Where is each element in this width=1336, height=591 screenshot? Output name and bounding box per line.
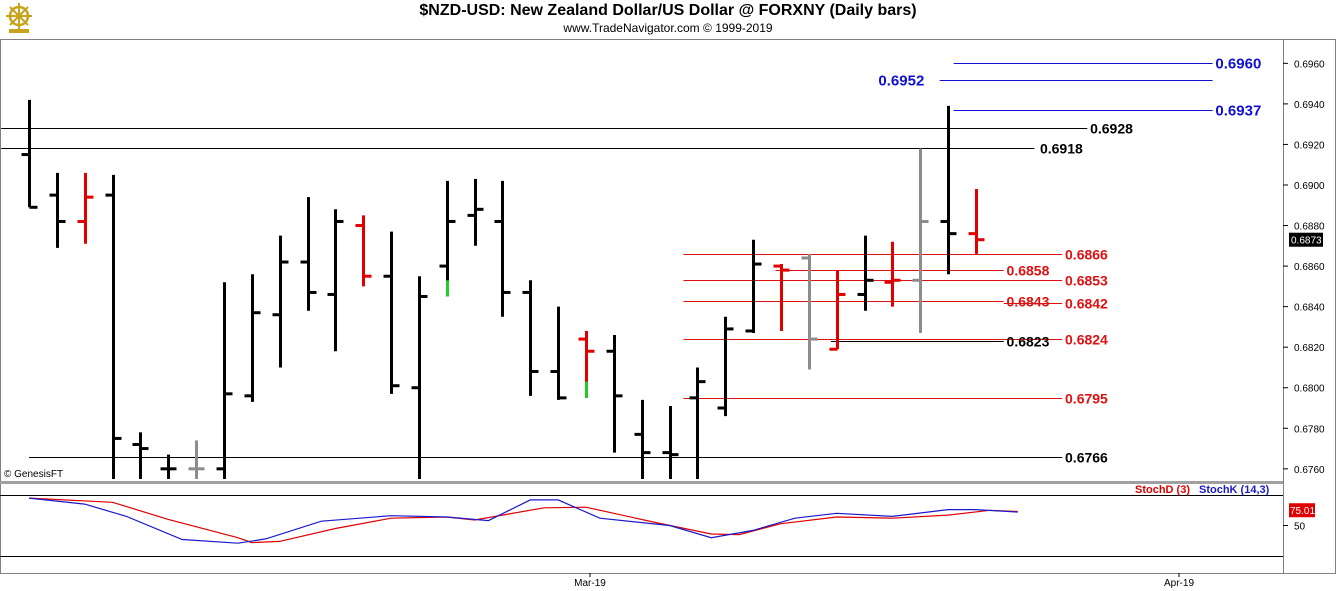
- ohlc-bar: [773, 264, 790, 331]
- chart-title: $NZD-USD: New Zealand Dollar/US Dollar @…: [419, 2, 917, 19]
- level-label: 0.6952: [878, 73, 924, 90]
- stoch-tick-label: 50: [1294, 522, 1306, 533]
- ohlc-bar: [300, 197, 317, 311]
- level-label: 0.6842: [1065, 296, 1108, 312]
- ohlc-bar: [829, 270, 846, 351]
- stoch-k-legend: StochK (14,3): [1199, 484, 1270, 496]
- last-price-label: 0.6873: [1291, 236, 1322, 247]
- ohlc-bar: [244, 274, 261, 402]
- ohlc-bar: [105, 174, 122, 479]
- ohlc-bar: [689, 367, 706, 479]
- stoch-last-label: 75.01: [1290, 506, 1315, 517]
- price-tick-label: 0.6800: [1294, 384, 1325, 395]
- last-price-box: [1289, 232, 1323, 247]
- ohlc-bar: [467, 178, 484, 246]
- level-label: 0.6853: [1065, 273, 1108, 289]
- ohlc-bar: [49, 172, 66, 248]
- level-label: 0.6937: [1215, 103, 1261, 120]
- level-label: 0.6843: [1007, 294, 1050, 310]
- ohlc-bar: [77, 172, 94, 244]
- price-tick-label: 0.6940: [1294, 100, 1325, 111]
- stoch-k-line: [28, 497, 1018, 544]
- ohlc-bar: [411, 276, 428, 479]
- price-tick-label: 0.6900: [1294, 181, 1325, 192]
- ohlc-bar: [327, 209, 344, 352]
- ohlc-bar: [801, 253, 818, 370]
- level-label: 0.6866: [1065, 247, 1108, 263]
- ohlc-bar: [132, 432, 149, 479]
- price-tick-label: 0.6960: [1294, 59, 1325, 70]
- ohlc-bar: [745, 239, 762, 333]
- price-tick-label: 0.6820: [1294, 343, 1325, 354]
- ohlc-bar: [717, 316, 734, 417]
- level-label: 0.6823: [1007, 334, 1050, 350]
- ohlc-bar: [160, 454, 177, 479]
- stoch-d-legend: StochD (3): [1135, 484, 1190, 496]
- price-tick-label: 0.6780: [1294, 424, 1325, 435]
- ohlc-bar: [355, 215, 372, 287]
- ship-wheel-logo-icon: [6, 3, 32, 33]
- price-tick-label: 0.6860: [1294, 262, 1325, 273]
- ohlc-bar: [21, 99, 38, 209]
- level-label: 0.6858: [1007, 263, 1050, 279]
- ohlc-bar: [383, 231, 400, 394]
- price-tick-label: 0.6880: [1294, 222, 1325, 233]
- ohlc-bar: [884, 241, 901, 307]
- level-label: 0.6824: [1065, 332, 1108, 348]
- time-tick-label: Mar-19: [574, 578, 606, 589]
- stoch-last-box: [1289, 503, 1315, 518]
- ohlc-bar: [494, 180, 511, 317]
- ohlc-bar: [940, 105, 957, 275]
- level-label: 0.6928: [1090, 121, 1133, 137]
- ohlc-bar: [216, 282, 233, 479]
- ohlc-bar: [522, 280, 539, 396]
- level-label: 0.6766: [1065, 450, 1108, 466]
- ohlc-bar: [912, 148, 929, 333]
- level-label: 0.6918: [1040, 141, 1083, 157]
- ohlc-bar: [606, 335, 623, 453]
- level-label: 0.6960: [1215, 56, 1261, 73]
- price-tick-label: 0.6840: [1294, 303, 1325, 314]
- time-tick-label: Apr-19: [1164, 578, 1194, 589]
- ohlc-bar: [662, 405, 679, 479]
- ohlc-bar: [272, 235, 289, 368]
- watermark: © GenesisFT: [4, 469, 63, 480]
- level-label: 0.6795: [1065, 391, 1108, 407]
- stoch-d-line: [28, 497, 1018, 544]
- ohlc-bar: [857, 235, 874, 311]
- price-tick-label: 0.6920: [1294, 140, 1325, 151]
- ohlc-bar: [439, 180, 456, 297]
- price-tick-label: 0.6760: [1294, 465, 1325, 476]
- ohlc-bar: [550, 306, 567, 400]
- chart-subtitle: www.TradeNavigator.com © 1999-2019: [563, 21, 773, 35]
- ohlc-bar: [188, 440, 205, 479]
- ohlc-bar: [968, 189, 985, 254]
- ohlc-bar: [634, 399, 651, 479]
